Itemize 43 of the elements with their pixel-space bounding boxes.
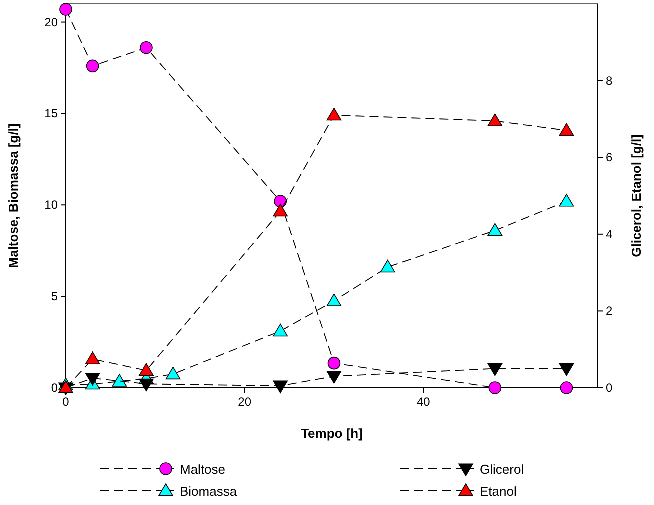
y2-tick-label: 8	[606, 74, 613, 88]
y-tick-label: 0	[51, 381, 58, 395]
point	[140, 41, 153, 54]
point	[488, 114, 503, 126]
point	[559, 194, 574, 207]
x-tick-label: 40	[416, 395, 431, 409]
point	[560, 382, 574, 394]
y2-tick-label: 6	[606, 150, 613, 165]
point	[85, 373, 100, 386]
point	[326, 294, 342, 306]
x-tick-label: 20	[238, 395, 252, 409]
y2-axis-title: Glicerol, Etanol [g/l]	[629, 134, 644, 258]
point	[328, 356, 341, 370]
point	[326, 371, 342, 384]
y2-tick-label: 2	[606, 304, 613, 318]
y-tick-label: 20	[44, 15, 58, 30]
y-tick-label: 5	[51, 290, 58, 304]
legend-label: Glicerol	[480, 462, 524, 477]
x-tick-label: 0	[62, 395, 70, 409]
y-tick-label: 10	[44, 198, 58, 212]
legend-label: Etanol	[480, 484, 517, 499]
point	[559, 123, 574, 136]
point	[559, 364, 574, 376]
point	[273, 204, 288, 217]
point	[139, 378, 154, 392]
point	[488, 223, 503, 236]
legend-label: Maltose	[180, 462, 226, 477]
y-axis-title: Maltose, Biomassa [g/l]	[6, 124, 21, 268]
y2-tick-label: 0	[606, 381, 613, 395]
point	[86, 60, 100, 73]
point	[273, 324, 288, 337]
y-tick-label: 15	[44, 106, 58, 121]
point	[60, 3, 72, 16]
point	[166, 366, 181, 380]
point	[380, 260, 396, 273]
point	[326, 108, 342, 121]
point	[488, 382, 502, 394]
legend-label: Biomassa	[180, 484, 238, 499]
point	[273, 380, 288, 394]
y2-tick-label: 4	[606, 227, 613, 242]
point	[112, 374, 128, 387]
point	[488, 364, 503, 376]
x-axis-title: Tempo [h]	[301, 426, 363, 441]
